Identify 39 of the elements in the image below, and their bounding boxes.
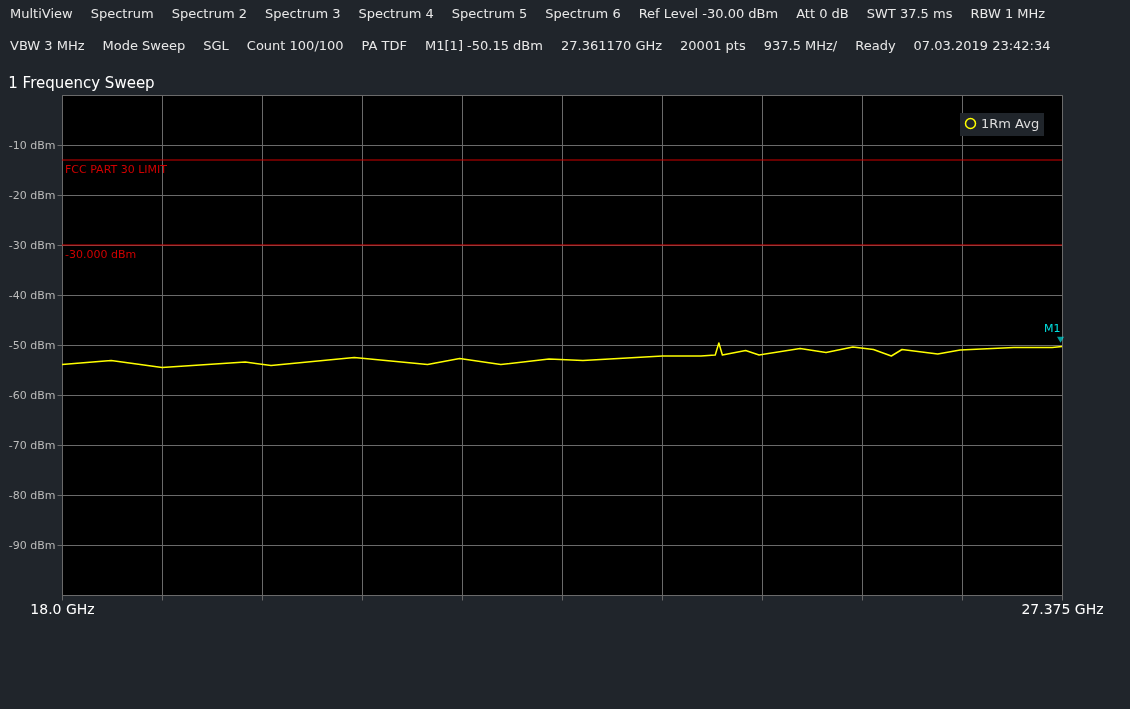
text: Spectrum 4 xyxy=(358,6,434,23)
text: RBW 1 MHz xyxy=(970,6,1046,23)
text: 07.03.2019 23:42:34 xyxy=(913,38,1051,55)
text: Spectrum 2 xyxy=(171,6,248,23)
chart-title: 1 Frequency Sweep xyxy=(8,74,155,92)
y-tick-label: -70 dBm xyxy=(8,438,56,452)
text: Spectrum xyxy=(90,6,154,23)
text: Att 0 dB xyxy=(796,6,849,23)
x-tick-label: 27.375 GHz xyxy=(1021,600,1104,617)
text: 20001 pts xyxy=(680,38,746,55)
y-tick-label: -50 dBm xyxy=(8,338,56,352)
text: SWT 37.5 ms xyxy=(866,6,953,23)
x-tick-label: 18.0 GHz xyxy=(30,600,95,617)
y-tick-label: -60 dBm xyxy=(8,388,56,402)
y-tick-label: -20 dBm xyxy=(8,188,56,202)
text: Spectrum 3 xyxy=(265,6,341,23)
text: 937.5 MHz/ xyxy=(763,38,838,55)
ref-line-label: -30.000 dBm xyxy=(65,248,137,261)
text: Mode Sweep xyxy=(102,38,186,55)
text: SGL xyxy=(203,38,229,55)
text: Spectrum 6 xyxy=(545,6,621,23)
text: Count 100/100 xyxy=(246,38,344,55)
line-series xyxy=(61,342,1063,369)
y-tick-label: -40 dBm xyxy=(8,288,56,302)
text: VBW 3 MHz xyxy=(10,38,85,55)
annotation: M1 xyxy=(1044,321,1061,335)
text: 27.361170 GHz xyxy=(560,38,663,55)
ref-line-label: FCC PART 30 LIMIT xyxy=(65,163,168,176)
text: Ref Level -30.00 dBm xyxy=(638,6,779,23)
y-tick-label: -90 dBm xyxy=(8,538,56,552)
y-tick-label: -10 dBm xyxy=(8,138,56,152)
text: Spectrum 5 xyxy=(451,6,528,23)
text: Ready xyxy=(855,38,896,55)
y-tick-label: -30 dBm xyxy=(8,238,56,252)
text: MultiView xyxy=(10,6,73,23)
text: M1[1] -50.15 dBm xyxy=(425,38,543,55)
text: PA TDF xyxy=(361,38,408,55)
legend-label: 1Rm Avg xyxy=(981,115,1040,131)
y-tick-label: -80 dBm xyxy=(8,488,56,502)
